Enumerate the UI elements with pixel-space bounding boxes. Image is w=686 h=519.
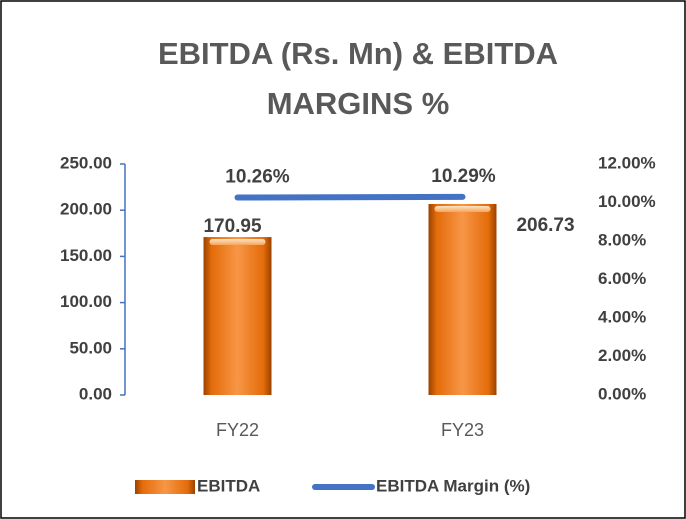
y2-tick-label: 0.00% <box>598 384 646 403</box>
data-label: 206.73 <box>516 215 574 236</box>
chart-title: MARGINS % <box>267 86 450 121</box>
y-tick-label: 0.00 <box>79 384 112 403</box>
data-label: 10.29% <box>431 166 496 187</box>
y-tick-label: 50.00 <box>69 338 112 357</box>
legend-label: EBITDA Margin (%) <box>376 476 530 495</box>
y2-tick-label: 2.00% <box>598 346 646 365</box>
x-tick-label: FY22 <box>216 420 259 440</box>
legend-swatch <box>135 480 195 494</box>
y-tick-label: 150.00 <box>60 246 112 265</box>
bar <box>203 237 272 395</box>
y-tick-label: 250.00 <box>60 153 112 172</box>
y2-tick-label: 6.00% <box>598 269 646 288</box>
y-tick-label: 200.00 <box>60 200 112 219</box>
bar-bevel <box>434 205 491 212</box>
line <box>234 193 466 201</box>
chart-title: EBITDA (Rs. Mn) & EBITDA <box>158 36 558 71</box>
x-tick-label: FY23 <box>441 420 484 440</box>
y2-tick-label: 12.00% <box>598 153 656 172</box>
bar-bevel <box>209 239 266 246</box>
legend-label: EBITDA <box>197 476 260 495</box>
y2-tick-label: 10.00% <box>598 192 656 211</box>
data-label: 170.95 <box>203 216 262 237</box>
y2-tick-label: 8.00% <box>598 230 646 249</box>
data-label: 10.26% <box>225 167 290 188</box>
y-tick-label: 100.00 <box>60 292 112 311</box>
y2-tick-label: 4.00% <box>598 307 646 326</box>
bar <box>428 203 497 395</box>
